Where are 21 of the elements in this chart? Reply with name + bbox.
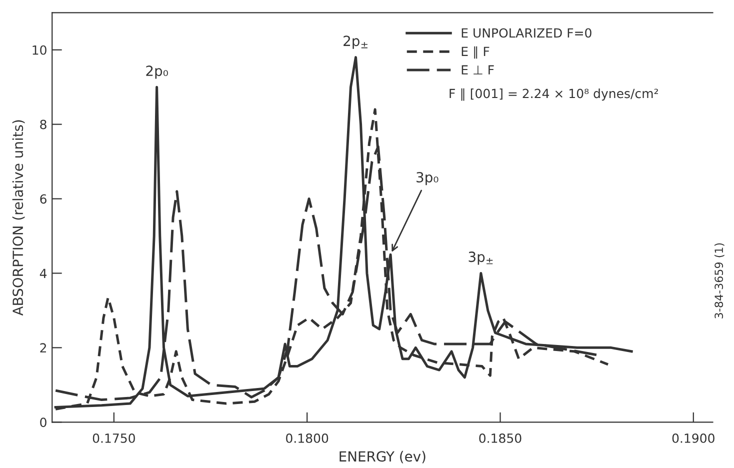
y-tick-label: 8	[40, 120, 46, 130]
y-tick-label: 4	[40, 268, 47, 278]
annotation: 3p₀	[416, 172, 438, 186]
y-tick-label: 0	[40, 418, 46, 428]
legend-label: E UNPOLARIZED F=0	[462, 28, 592, 38]
legend-label: E ⊥ F	[462, 65, 494, 74]
x-tick-label: 0.1850	[479, 433, 522, 443]
x-axis-title: ENERGY (ev)	[340, 450, 426, 464]
annotation: 2p₀	[146, 66, 168, 79]
annotation: 3p$_{±}$	[468, 252, 493, 265]
y-tick-label: 2	[40, 343, 46, 352]
x-tick-label: 0.1900	[672, 433, 714, 443]
annotation: F ∥ [001] = 2.24 × 10⁸ dynes/cm²	[450, 88, 658, 101]
x-tick-label: 0.1750	[92, 433, 135, 443]
annotation: 2p$_{±}$	[344, 36, 368, 49]
y-tick-label: 10	[32, 45, 46, 55]
legend-label: E ∥ F	[462, 46, 490, 59]
text: 3-84-3659 (1)	[714, 243, 724, 318]
y-tick-label: 6	[40, 194, 46, 204]
x-tick-label: 0.1800	[286, 433, 328, 443]
y-axis-title: ABSORPTION (relative units)	[12, 120, 25, 316]
